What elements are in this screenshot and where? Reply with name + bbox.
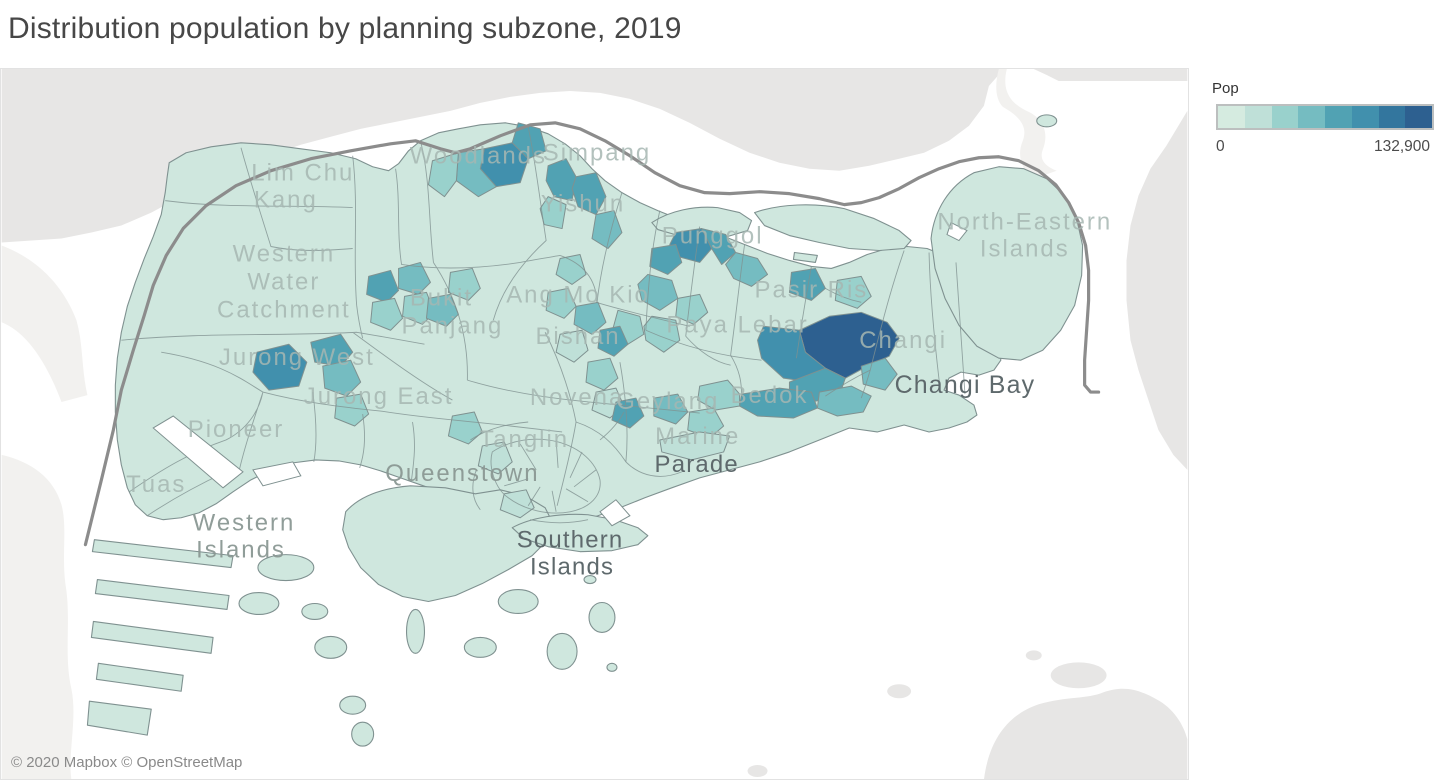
legend-swatch [1351,106,1379,128]
map-label: Jurong West [219,344,375,371]
map-label: Bukit [410,284,473,311]
map-label: Ang Mo Kio [506,281,650,308]
map-label: Pioneer [188,416,284,443]
attribution-text: © 2020 Mapbox © OpenStreetMap [11,754,243,771]
map-label: Panjang [402,312,504,339]
legend-title: Pop [1212,80,1239,97]
legend-swatch [1298,106,1325,128]
singapore-landmass[interactable] [114,122,1002,525]
map-label: Kang [254,187,318,214]
map-label: Jurong East [304,383,454,410]
subzone-polygons[interactable] [252,122,900,519]
legend-swatch [1218,106,1245,128]
legend-swatch [1271,106,1299,128]
map-label: North-Eastern [937,209,1112,236]
map-canvas[interactable]: Lim Chu Kang Woodlands Simpang Yishun North-E… [0,68,1189,780]
map-label: Simpang [543,140,651,167]
map-label: Novena [530,384,624,411]
legend-max-label: 132,900 [1373,138,1430,155]
map-label: Water [247,268,320,295]
legend-swatch [1325,106,1352,128]
legend-scale: 0 132,900 [1216,138,1430,156]
legend-min-label: 0 [1216,138,1225,155]
map-label: Islands [980,235,1070,262]
map-label: Punggol [662,223,764,250]
boundary-line [83,121,1101,547]
subzone-borders [121,126,966,524]
legend-swatch [1244,106,1272,128]
map-label: Tanglin [479,426,569,453]
islands-group[interactable] [86,114,1084,747]
legend-swatch [1405,106,1432,128]
map-label: Tuas [126,471,186,498]
map-label: Geylang [616,388,719,415]
legend-color-bar[interactable] [1216,104,1434,130]
map-label: Western [193,510,296,537]
map-label: Changi Bay [895,371,1036,399]
map-label: Woodlands [410,143,547,170]
map-label: Yishun [541,191,625,218]
map-label: Bishan [535,323,620,350]
map-label: Bedok [731,382,809,409]
map-label: Islands [196,537,286,564]
map-label: Marine [655,423,740,450]
map-label: Lim Chu [251,160,354,187]
map-label: Catchment [217,296,351,323]
map-label: Parade [655,451,739,478]
map-label: Paya Lebar [666,311,808,338]
legend-panel: Pop 0 132,900 [1212,80,1434,156]
coast-inlets [152,221,968,527]
page-title: Distribution population by planning subz… [8,12,682,45]
map-label: Islands [530,554,614,581]
map-label: Western [233,240,336,267]
legend-swatch [1378,106,1406,128]
map-label: Pasir Ris [755,276,869,303]
map-label: Changi [859,327,947,354]
map-label: Southern [517,527,624,554]
foreign-landmass [1,69,1188,779]
map-label: Queenstown [385,460,539,487]
